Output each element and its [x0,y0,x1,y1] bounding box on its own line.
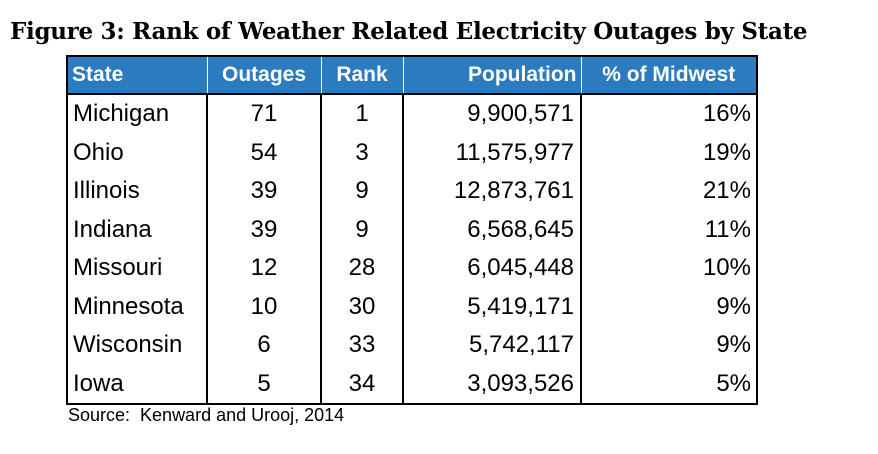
cell-outages: 54 [206,133,322,172]
cell-state: Minnesota [66,287,208,326]
column-header-outages: Outages [206,55,322,95]
table-body: Michigan 71 1 9,900,571 16% Ohio 54 3 11,575,977… [66,94,758,405]
table-row: Ohio 54 3 11,575,977 19% [66,133,758,172]
cell-state: Iowa [66,364,208,405]
cell-rank: 28 [320,249,404,288]
cell-population: 6,568,645 [402,210,582,249]
table-row: Iowa 5 34 3,093,526 5% [66,364,758,405]
cell-rank: 1 [320,94,404,134]
cell-rank: 9 [320,172,404,211]
cell-rank: 34 [320,364,404,405]
table-row: Michigan 71 1 9,900,571 16% [66,94,758,134]
cell-population: 9,900,571 [402,94,582,134]
cell-percent-midwest: 5% [580,364,758,405]
table-row: Minnesota 10 30 5,419,171 9% [66,287,758,326]
cell-state: Illinois [66,172,208,211]
cell-percent-midwest: 9% [580,326,758,365]
outages-table: State Outages Rank Population % of Midwe… [66,55,758,405]
cell-state: Ohio [66,133,208,172]
column-header-rank: Rank [320,55,404,95]
cell-outages: 71 [206,94,322,134]
column-header-percent-midwest: % of Midwest [580,55,758,95]
column-header-state: State [66,55,208,95]
cell-percent-midwest: 19% [580,133,758,172]
cell-outages: 5 [206,364,322,405]
cell-outages: 10 [206,287,322,326]
cell-rank: 9 [320,210,404,249]
cell-outages: 6 [206,326,322,365]
cell-percent-midwest: 16% [580,94,758,134]
source-note: Source: Kenward and Urooj, 2014 [68,405,345,425]
column-header-population: Population [402,55,582,95]
cell-population: 3,093,526 [402,364,582,405]
cell-outages: 39 [206,210,322,249]
cell-population: 6,045,448 [402,249,582,288]
figure-title: Figure 3: Rank of Weather Related Electr… [10,18,808,45]
table-row: Missouri 12 28 6,045,448 10% [66,249,758,288]
cell-state: Missouri [66,249,208,288]
cell-population: 12,873,761 [402,172,582,211]
table-row: Indiana 39 9 6,568,645 11% [66,210,758,249]
cell-state: Indiana [66,210,208,249]
cell-outages: 39 [206,172,322,211]
cell-population: 5,742,117 [402,326,582,365]
cell-rank: 30 [320,287,404,326]
cell-percent-midwest: 9% [580,287,758,326]
cell-state: Wisconsin [66,326,208,365]
cell-percent-midwest: 11% [580,210,758,249]
cell-outages: 12 [206,249,322,288]
cell-population: 5,419,171 [402,287,582,326]
table-row: Illinois 39 9 12,873,761 21% [66,172,758,211]
table-row: Wisconsin 6 33 5,742,117 9% [66,326,758,365]
cell-rank: 33 [320,326,404,365]
cell-population: 11,575,977 [402,133,582,172]
cell-percent-midwest: 10% [580,249,758,288]
cell-rank: 3 [320,133,404,172]
cell-state: Michigan [66,94,208,134]
header-row: State Outages Rank Population % of Midwe… [66,55,758,95]
cell-percent-midwest: 21% [580,172,758,211]
